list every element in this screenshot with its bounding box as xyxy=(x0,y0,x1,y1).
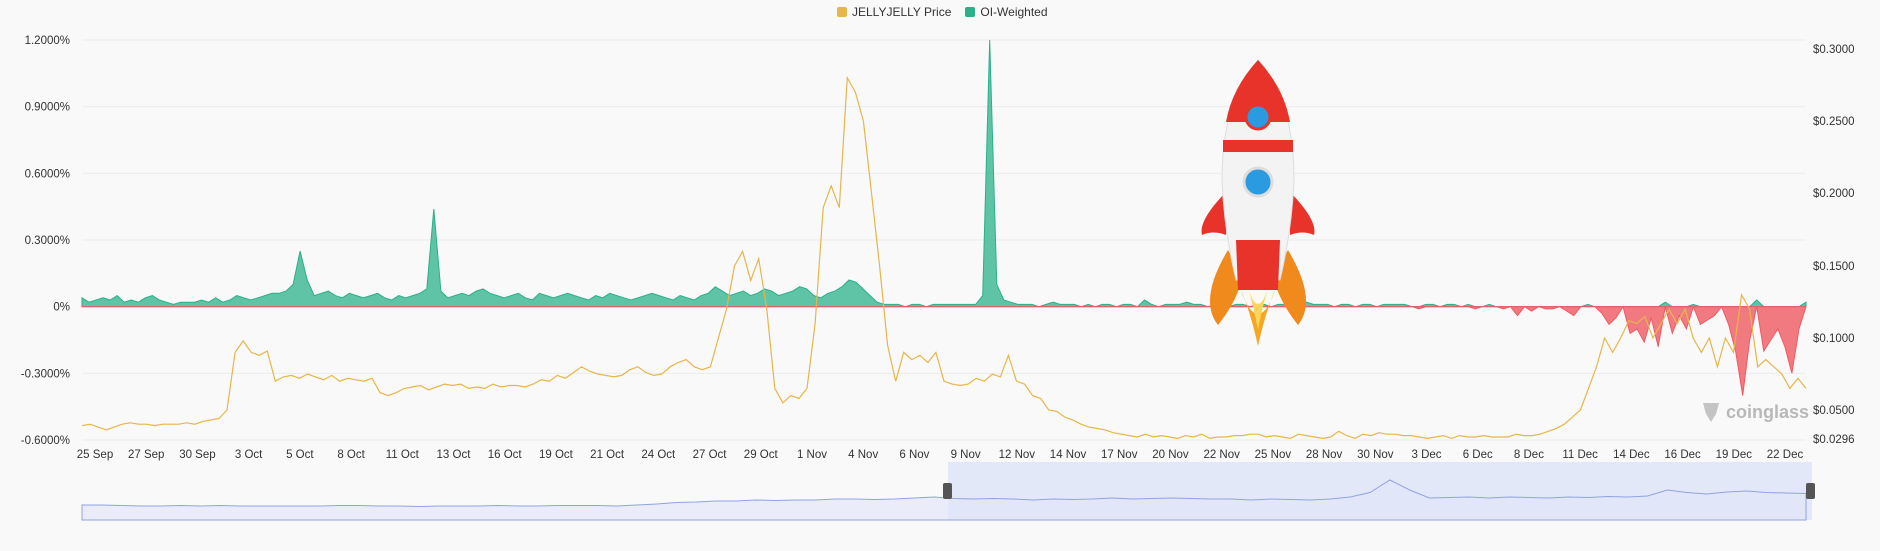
x-tick-label: 22 Dec xyxy=(1767,449,1804,461)
x-tick-label: 24 Oct xyxy=(641,449,676,461)
x-tick-label: 14 Dec xyxy=(1613,449,1650,461)
x-tick-label: 27 Sep xyxy=(128,449,164,461)
price-series-line xyxy=(81,75,1807,440)
x-tick-label: 5 Oct xyxy=(286,449,314,461)
legend-item-price[interactable]: JELLYJELLY Price xyxy=(837,5,951,19)
legend: JELLYJELLY Price OI-Weighted xyxy=(837,5,1048,19)
x-tick-label: 19 Dec xyxy=(1716,449,1753,461)
legend-price-label: JELLYJELLY Price xyxy=(852,5,952,19)
x-tick-label: 29 Oct xyxy=(744,449,779,461)
oi-negative-area xyxy=(81,305,1807,396)
x-tick-label: 6 Nov xyxy=(899,449,929,461)
navigator-right-handle[interactable] xyxy=(1806,483,1815,499)
y-left-tick-label: 0.6000% xyxy=(25,168,70,180)
x-tick-label: 3 Dec xyxy=(1411,449,1441,461)
y-right-tick-label: $0.1000 xyxy=(1813,333,1855,345)
y-left-tick-label: 0.3000% xyxy=(25,235,70,247)
x-tick-label: 8 Dec xyxy=(1514,449,1544,461)
x-tick-label: 25 Sep xyxy=(77,449,113,461)
x-tick-label: 12 Nov xyxy=(999,449,1036,461)
x-tick-label: 4 Nov xyxy=(848,449,878,461)
x-tick-label: 30 Nov xyxy=(1357,449,1394,461)
navigator-area xyxy=(81,479,1807,521)
y-right-tick-label: $0.2500 xyxy=(1813,116,1855,128)
x-tick-label: 14 Nov xyxy=(1050,449,1087,461)
x-tick-label: 28 Nov xyxy=(1306,449,1343,461)
x-tick-label: 22 Nov xyxy=(1203,449,1240,461)
x-tick-label: 6 Dec xyxy=(1463,449,1493,461)
x-tick-label: 11 Dec xyxy=(1562,449,1598,461)
left-y-axis: 1.2000% 0.9000% 0.6000% 0.3000% 0% -0.3000% -0… xyxy=(21,35,70,447)
x-tick-label: 16 Oct xyxy=(488,449,523,461)
y-right-tick-label: $0.0296 xyxy=(1813,434,1855,446)
oi-swatch xyxy=(965,7,976,17)
x-axis: 25 Sep 27 Sep 30 Sep 3 Oct 5 Oct 8 Oct 11 Oct 1… xyxy=(77,449,1804,461)
x-tick-label: 25 Nov xyxy=(1255,449,1292,461)
y-left-tick-label: -0.3000% xyxy=(21,368,70,380)
x-tick-label: 3 Oct xyxy=(235,449,263,461)
coinglass-watermark: coinglass xyxy=(1700,400,1809,424)
y-left-tick-label: -0.6000% xyxy=(21,435,70,447)
x-tick-label: 9 Nov xyxy=(951,449,981,461)
price-swatch xyxy=(837,7,847,17)
y-right-tick-label: $0.2000 xyxy=(1813,188,1855,200)
y-left-tick-label: 1.2000% xyxy=(25,35,70,47)
x-tick-label: 20 Nov xyxy=(1152,449,1189,461)
coinglass-logo-icon xyxy=(1703,403,1719,422)
y-right-tick-label: $0.3000 xyxy=(1813,44,1855,56)
navigator[interactable] xyxy=(81,462,1815,521)
x-tick-label: 1 Nov xyxy=(797,449,827,461)
x-tick-label: 17 Nov xyxy=(1101,449,1138,461)
y-right-tick-label: $0.1500 xyxy=(1813,261,1855,273)
y-right-tick-label: $0.0500 xyxy=(1813,405,1855,417)
right-y-axis: $0.3000 $0.2500 $0.2000 $0.1500 $0.1000 $0.05… xyxy=(1813,44,1855,446)
x-tick-label: 13 Oct xyxy=(437,449,472,461)
x-tick-label: 21 Oct xyxy=(590,449,625,461)
x-tick-label: 27 Oct xyxy=(693,449,728,461)
watermark-text: coinglass xyxy=(1726,401,1810,422)
oi-weighted-area xyxy=(81,39,1807,396)
x-tick-label: 19 Oct xyxy=(539,449,574,461)
navigator-left-handle[interactable] xyxy=(943,483,952,499)
price-line xyxy=(81,75,1807,440)
x-tick-label: 30 Sep xyxy=(179,449,215,461)
y-left-tick-label: 0% xyxy=(53,302,70,314)
x-tick-label: 11 Oct xyxy=(386,449,420,461)
legend-oi-label: OI-Weighted xyxy=(980,5,1048,19)
rocket-icon xyxy=(1201,59,1315,346)
x-tick-label: 8 Oct xyxy=(337,449,365,461)
x-tick-label: 16 Dec xyxy=(1664,449,1701,461)
legend-item-oi[interactable]: OI-Weighted xyxy=(965,5,1048,19)
y-left-tick-label: 0.9000% xyxy=(25,102,70,114)
